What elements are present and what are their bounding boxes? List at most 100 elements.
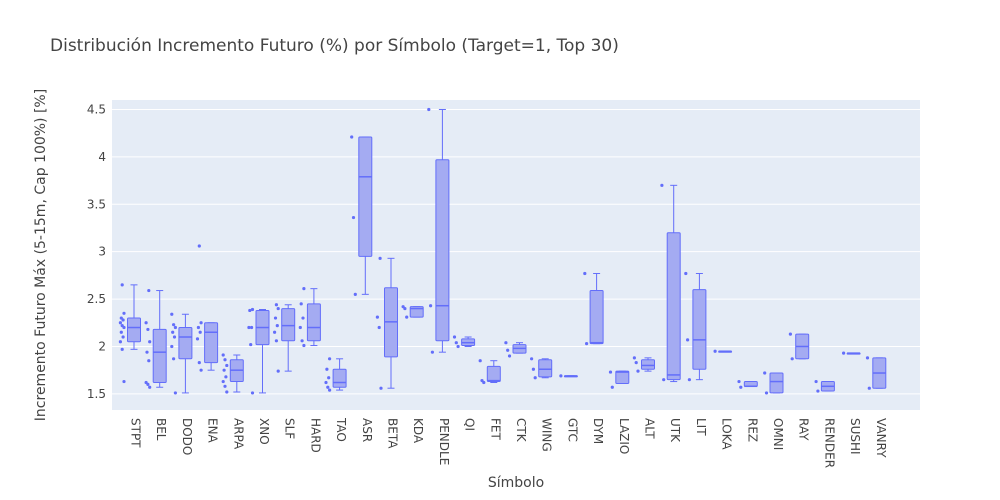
box-iqr: [692, 289, 707, 370]
box-dodo: [170, 312, 193, 395]
data-point: [172, 357, 176, 361]
box-sushi: [842, 351, 861, 355]
y-tick-label: 1.5: [87, 387, 106, 401]
data-point: [148, 385, 152, 389]
x-tick-label: LAZIO: [617, 418, 631, 454]
box-iqr: [589, 290, 604, 345]
data-point: [275, 324, 279, 328]
y-axis-title: Incremento Futuro Máx (5-15m, Cap 100%) …: [33, 89, 49, 421]
data-point: [173, 391, 177, 395]
data-point: [478, 359, 482, 363]
chart-title: Distribución Incremento Futuro (%) por S…: [50, 36, 619, 56]
box-vanry: [865, 356, 887, 390]
box-lit: [684, 271, 707, 382]
data-point: [816, 389, 820, 393]
x-tick-label: KDA: [411, 418, 425, 444]
box-iqr: [152, 328, 167, 384]
data-point: [739, 385, 743, 389]
data-point: [274, 303, 278, 307]
x-tick-label: STPT: [129, 418, 143, 448]
box-omni: [763, 371, 784, 395]
data-point: [121, 335, 125, 339]
data-point: [454, 341, 458, 345]
data-point: [379, 386, 383, 390]
data-point: [430, 350, 434, 354]
box-kda: [401, 305, 424, 319]
data-point: [764, 391, 769, 395]
data-point: [790, 357, 794, 361]
x-tick-label: BEL: [154, 418, 168, 441]
x-tick-label: DODO: [180, 418, 194, 455]
box-gtc: [559, 374, 578, 378]
data-point: [456, 344, 460, 349]
x-tick-label: ALT: [643, 418, 657, 439]
box-iqr: [281, 308, 296, 342]
box-iqr: [332, 368, 347, 388]
data-point: [195, 337, 200, 341]
data-point: [530, 357, 534, 361]
data-point: [610, 385, 614, 389]
x-tick-label: OMNI: [771, 418, 785, 450]
data-point: [119, 316, 123, 320]
data-point: [375, 315, 379, 319]
data-point: [504, 341, 508, 345]
data-point: [250, 391, 255, 395]
data-point: [632, 356, 637, 360]
data-point: [147, 288, 151, 293]
data-point: [299, 302, 303, 306]
data-point: [327, 376, 331, 380]
data-point: [608, 370, 613, 374]
data-point: [867, 386, 871, 390]
data-point: [144, 380, 148, 385]
data-point: [636, 369, 640, 373]
data-point: [480, 379, 484, 383]
box-render: [814, 379, 835, 393]
data-point: [197, 244, 201, 248]
data-point: [585, 342, 589, 346]
box-iqr: [306, 303, 321, 342]
data-point: [225, 363, 229, 368]
data-point: [276, 369, 280, 373]
box-iqr: [769, 372, 784, 394]
box-ctk: [504, 341, 527, 358]
box-arpa: [221, 353, 244, 394]
box-iqr: [358, 136, 373, 257]
data-point: [172, 323, 176, 327]
x-tick-label: HARD: [308, 418, 322, 453]
plot-area: [112, 100, 920, 410]
data-point: [148, 340, 152, 344]
boxes: [118, 107, 887, 395]
box-ray: [788, 332, 810, 361]
data-point: [147, 359, 151, 363]
data-point: [222, 368, 226, 372]
data-point: [172, 335, 177, 339]
data-point: [300, 339, 304, 343]
data-point: [324, 380, 328, 385]
x-tick-label: BETA: [386, 418, 400, 449]
data-point: [170, 344, 174, 349]
data-point: [634, 360, 638, 365]
x-tick-label: XNO: [257, 418, 271, 445]
x-tick-label: SUSHI: [848, 418, 862, 455]
x-tick-label: GTC: [565, 418, 579, 442]
data-point: [119, 330, 123, 334]
box-iqr: [435, 159, 450, 342]
box-bel: [144, 288, 167, 389]
data-point: [506, 348, 510, 352]
box-iqr: [538, 359, 553, 378]
x-tick-label: LOKA: [720, 418, 734, 450]
data-point: [120, 283, 124, 287]
data-point: [250, 325, 254, 330]
box-wing: [530, 357, 553, 380]
data-point: [660, 183, 664, 187]
data-point: [171, 330, 175, 334]
data-point: [351, 215, 356, 220]
data-point: [405, 315, 409, 319]
box-alt: [632, 356, 655, 373]
data-point: [122, 311, 126, 315]
data-point: [737, 379, 741, 384]
y-tick-label: 4.5: [87, 102, 106, 116]
box-dym: [583, 271, 604, 346]
x-tick-label: WING: [540, 418, 554, 452]
box-iqr: [486, 365, 501, 383]
